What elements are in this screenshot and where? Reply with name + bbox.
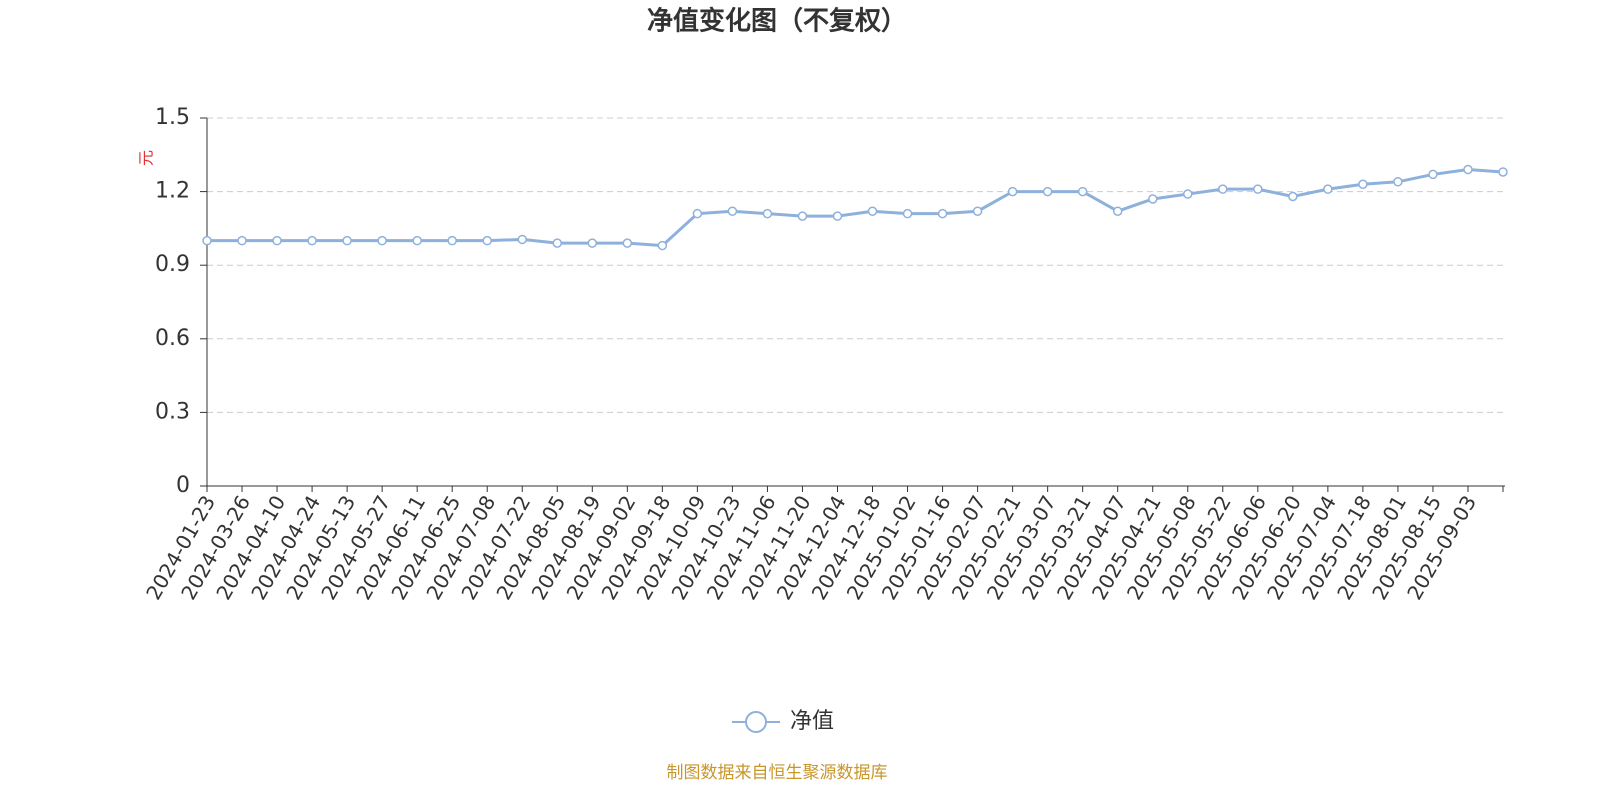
y-tick-label: 0.9 <box>155 252 190 277</box>
point <box>1463 164 1473 175</box>
point <box>1428 169 1438 180</box>
y-tick-label: 0 <box>176 473 190 498</box>
point <box>1007 186 1018 197</box>
y-tick-label: 1.5 <box>155 105 190 130</box>
point <box>1147 194 1158 204</box>
point <box>1183 189 1193 199</box>
point <box>867 206 878 216</box>
point <box>272 235 282 246</box>
point <box>587 238 598 248</box>
point <box>1077 186 1088 197</box>
source-note: 制图数据来自恒生聚源数据库 <box>667 763 888 783</box>
point <box>1393 177 1403 187</box>
point <box>762 208 773 219</box>
y-axis-label: 元 <box>137 150 156 166</box>
point <box>937 208 948 219</box>
point <box>237 235 247 246</box>
point <box>832 211 843 221</box>
point <box>1288 191 1298 202</box>
chart-title: 净值变化图（不复权） <box>647 6 907 37</box>
point <box>447 235 457 246</box>
point <box>727 206 738 216</box>
point <box>1253 184 1263 194</box>
point <box>657 240 668 251</box>
legend-marker <box>745 711 767 733</box>
point <box>202 235 212 246</box>
point <box>692 208 703 219</box>
point <box>307 235 317 246</box>
point <box>412 235 422 246</box>
point <box>902 208 913 219</box>
point <box>797 211 808 221</box>
point <box>622 238 633 248</box>
point <box>972 206 983 216</box>
legend-label: 净值 <box>790 709 834 734</box>
y-tick-label: 1.2 <box>155 179 190 204</box>
point <box>377 235 387 246</box>
point <box>1323 184 1333 194</box>
point <box>1498 167 1508 177</box>
point <box>1358 179 1368 189</box>
point <box>342 235 352 246</box>
y-tick-label: 0.6 <box>155 326 190 351</box>
y-tick-label: 0.3 <box>155 399 190 424</box>
point <box>1112 206 1123 216</box>
series-line <box>207 168 1504 248</box>
point <box>1218 184 1228 194</box>
point <box>1042 186 1053 197</box>
point <box>517 234 527 245</box>
point <box>482 235 492 246</box>
point <box>552 238 563 248</box>
